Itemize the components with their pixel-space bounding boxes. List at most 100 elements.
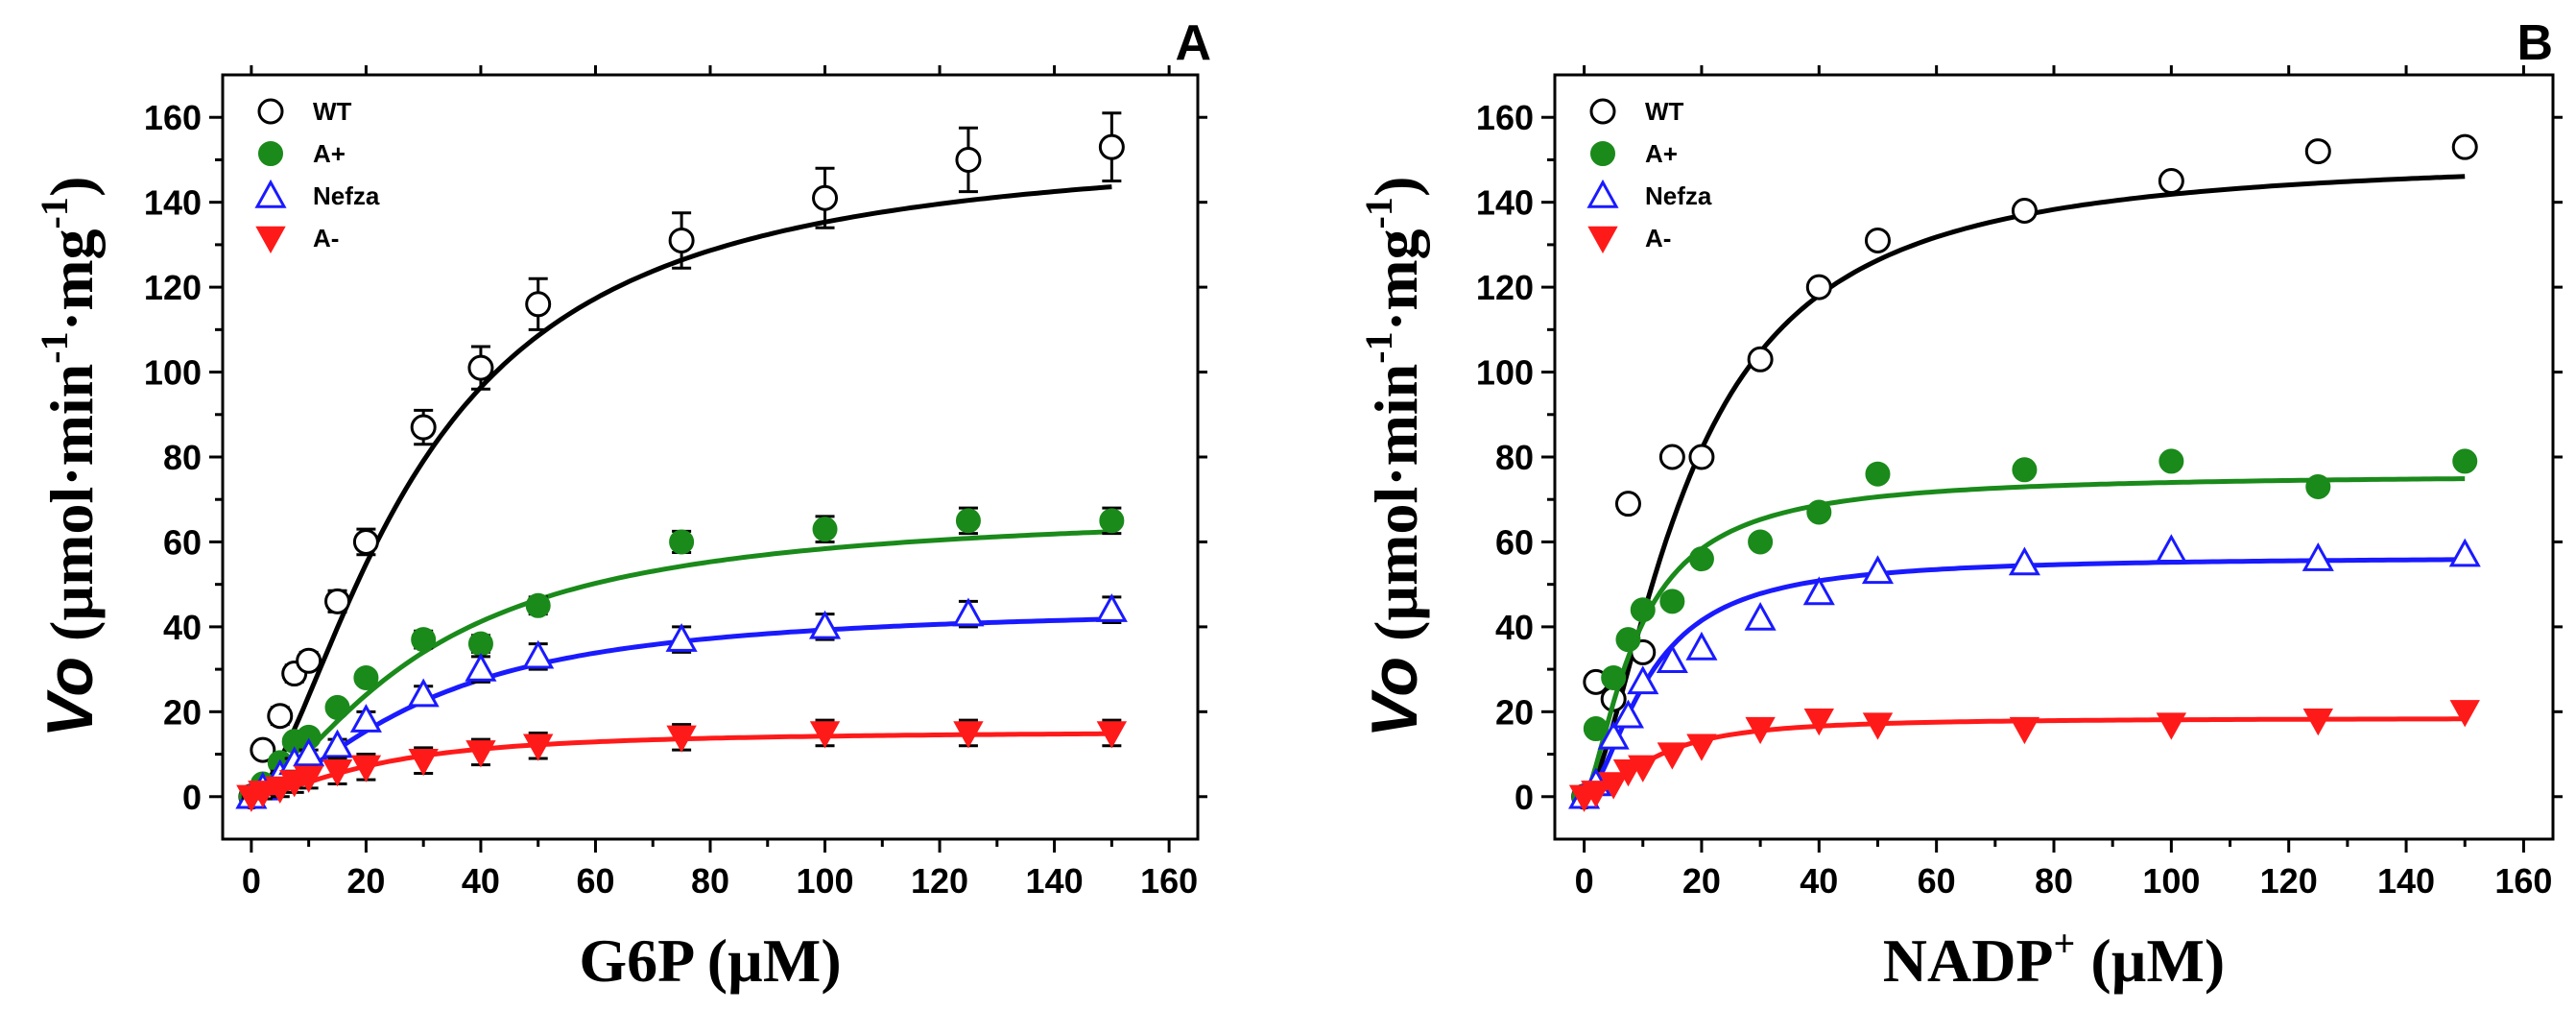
x-tick-label: 20 (346, 861, 385, 901)
series-a- (1571, 448, 2478, 809)
legend-marker (1586, 179, 1619, 208)
legend-label: A- (1645, 224, 1671, 252)
data-point (1686, 733, 1717, 761)
legend: WT A+ Nefza A- (1586, 97, 1712, 254)
data-point (1685, 631, 1718, 661)
series-wt (238, 111, 1125, 810)
y-tick-label: 160 (144, 98, 202, 137)
data-point (2304, 138, 2331, 165)
data-point (2159, 448, 2184, 474)
series-nefza (235, 593, 1128, 809)
x-tick-label: 0 (242, 861, 261, 901)
x-tick-label: 60 (576, 861, 614, 901)
data-point (352, 528, 379, 555)
data-point (1098, 133, 1125, 160)
y-axis-title: Vo (µmol·min-1 ·mg-1 ) (33, 177, 107, 738)
legend-marker (1589, 98, 1616, 125)
x-tick-label: 120 (2260, 861, 2318, 901)
x-tick-label: 120 (911, 861, 968, 901)
data-point (1865, 461, 1891, 487)
data-point (2156, 712, 2187, 740)
data-point (1099, 508, 1125, 534)
panel-letter: B (2516, 15, 2553, 71)
x-tick-label: 100 (796, 861, 853, 901)
data-point (2158, 168, 2184, 195)
y-tick-label: 120 (1476, 268, 1534, 307)
y-tick-label: 80 (163, 438, 202, 477)
legend: WT A+ Nefza A- (254, 97, 380, 254)
data-point (350, 755, 382, 782)
legend-label: A- (313, 224, 339, 252)
data-point (1806, 499, 1832, 525)
data-point (2305, 473, 2331, 499)
data-point (1597, 720, 1630, 750)
y-tick-label: 0 (182, 778, 202, 817)
data-point (955, 508, 981, 534)
data-point (322, 759, 353, 787)
data-point (411, 627, 437, 653)
data-point (1805, 274, 1832, 301)
data-point (2011, 198, 2038, 225)
legend-label: Nefza (313, 181, 380, 210)
legend-label: A+ (1645, 139, 1678, 168)
legend-label: WT (1645, 97, 1684, 126)
data-point (668, 227, 695, 253)
data-point (1611, 699, 1645, 729)
data-point (2451, 133, 2478, 160)
data-point (1615, 627, 1641, 653)
data-point (1747, 346, 1774, 373)
data-point (1745, 716, 1776, 745)
panel-letter: A (1175, 15, 1211, 71)
data-point (955, 146, 982, 173)
fit-curve (1582, 476, 2466, 798)
data-point (1803, 708, 1834, 736)
x-tick-label: 40 (462, 861, 500, 901)
x-tick-label: 140 (1026, 861, 1084, 901)
y-tick-label: 60 (1495, 522, 1534, 562)
y-tick-label: 80 (1495, 438, 1534, 477)
y-tick-label: 0 (1515, 778, 1534, 817)
data-point (525, 592, 551, 618)
data-point (1802, 576, 1835, 606)
data-point (1656, 644, 1688, 673)
fit-curve (250, 529, 1112, 800)
fit-curve (250, 184, 1112, 800)
data-point (293, 737, 325, 767)
data-point (2008, 546, 2040, 576)
legend-label: WT (313, 97, 352, 126)
data-point (1096, 721, 1128, 749)
y-tick-label: 60 (163, 522, 202, 562)
data-point (669, 529, 695, 555)
x-tick-label: 0 (1575, 861, 1594, 901)
data-point (465, 740, 496, 768)
data-point (267, 703, 294, 730)
x-tick-label: 140 (2377, 861, 2435, 901)
y-tick-label: 40 (1495, 608, 1534, 647)
y-tick-label: 120 (144, 268, 202, 307)
data-point (1659, 589, 1685, 614)
data-point (1862, 712, 1894, 740)
data-point (952, 597, 985, 627)
data-point (1583, 716, 1609, 742)
data-point (2302, 708, 2333, 736)
data-point (1688, 546, 1714, 572)
y-tick-label: 100 (1476, 353, 1534, 393)
legend-label: Nefza (1645, 181, 1712, 210)
panel-a: 0 20 40 60 80 100 120 140 160 0 20 40 60 80 100 120 140 1… (33, 15, 1211, 995)
legend-marker (258, 141, 283, 166)
data-point (324, 694, 350, 720)
data-point (522, 639, 555, 669)
x-tick-label: 20 (1682, 861, 1721, 901)
data-point (353, 664, 379, 690)
panel-b: 0 20 40 60 80 100 120 140 160 0 20 40 60 80 100 120 140 1… (1357, 15, 2563, 995)
data-point (1748, 529, 1774, 555)
data-point (465, 653, 497, 682)
data-point (1628, 755, 1658, 782)
data-point (1598, 772, 1629, 800)
data-point (1657, 742, 1688, 770)
data-point (1614, 491, 1641, 517)
data-point (2012, 457, 2038, 483)
data-point (2449, 700, 2480, 728)
series-a- (1568, 700, 2480, 812)
